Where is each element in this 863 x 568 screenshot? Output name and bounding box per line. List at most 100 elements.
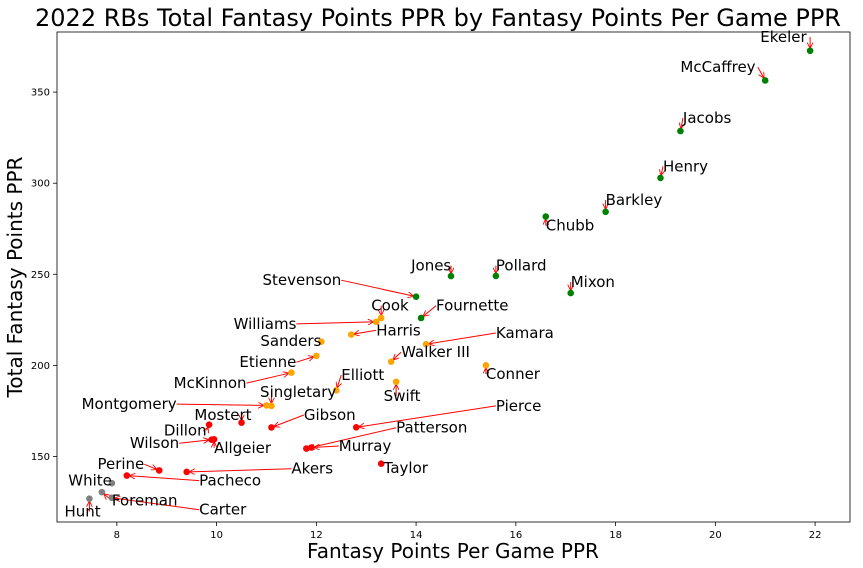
y-tick-label: 250 [31, 270, 50, 281]
point-label-wilson: Wilson [130, 434, 179, 452]
point-stevenson [412, 293, 420, 300]
plot-frame [56, 31, 851, 523]
point-pierce [352, 423, 360, 431]
arrow-pacheco [130, 476, 200, 482]
arrow-jacobs [681, 117, 683, 128]
point-label-conner: Conner [486, 365, 541, 383]
point-label-fournette: Fournette [436, 297, 508, 315]
arrow-henry [661, 166, 663, 175]
point-label-patterson: Patterson [396, 419, 467, 437]
point-label-barkley: Barkley [606, 191, 663, 209]
point-label-mccaffrey: McCaffrey [680, 58, 755, 76]
point-jacobs [677, 127, 684, 135]
arrow-patterson [309, 427, 397, 448]
point-barkley [602, 208, 609, 216]
point-murray [308, 444, 315, 451]
point-chubb [542, 213, 550, 220]
x-tick-label: 22 [809, 530, 822, 541]
point-jones [447, 272, 455, 280]
point-label-montgomery: Montgomery [82, 395, 177, 413]
point-label-harris: Harris [376, 321, 421, 339]
point-label-stevenson: Stevenson [263, 271, 342, 289]
point-fournette [417, 314, 425, 322]
arrow-harris [354, 329, 377, 334]
x-tick-label: 18 [609, 530, 622, 541]
point-label-allgeier: Allgeier [214, 439, 272, 457]
point-taylor [377, 460, 385, 468]
x-tick-label: 8 [114, 530, 120, 541]
point-mccaffrey [761, 77, 769, 84]
point-conner [482, 362, 490, 369]
point-white [108, 479, 116, 487]
point-mixon [567, 289, 575, 297]
point-montgomery [263, 402, 270, 409]
arrow-mccaffrey [757, 66, 764, 78]
data-points [86, 47, 814, 502]
arrow-dillon [207, 427, 208, 430]
point-singletary [268, 402, 275, 410]
point-akers [183, 468, 190, 476]
point-label-williams: Williams [234, 315, 297, 333]
point-mostert [238, 419, 245, 427]
point-kamara [422, 340, 430, 348]
point-foreman [98, 488, 106, 496]
point-label-jones: Jones [410, 257, 451, 275]
point-label-murray: Murray [339, 437, 392, 455]
y-tick-label: 300 [31, 179, 50, 190]
point-label-henry: Henry [663, 157, 708, 175]
arrow-akers [190, 468, 292, 472]
point-label-hunt: Hunt [64, 503, 100, 521]
arrow-etienne [296, 357, 313, 363]
plot-area: 8 10 12 14 16 18 20 22 150 200 250 300 350 Ekeler Mc… [31, 28, 851, 541]
point-label-pierce: Pierce [496, 397, 541, 415]
point-label-etienne: Etienne [239, 353, 296, 371]
point-label-foreman: Foreman [112, 492, 178, 510]
point-henry [657, 174, 664, 182]
point-gibson [268, 424, 275, 431]
point-sanders [318, 338, 325, 345]
point-mckinnon [288, 369, 295, 376]
point-walker-iii [387, 358, 395, 366]
point-label-mostert: Mostert [194, 406, 251, 424]
arrow-elliott [337, 374, 342, 388]
point-etienne [313, 352, 320, 360]
arrow-wilson [179, 440, 208, 444]
point-label-pollard: Pollard [496, 257, 547, 275]
point-williams [372, 318, 380, 326]
point-label-cook: Cook [371, 297, 409, 315]
x-axis-label: Fantasy Points Per Game PPR [307, 539, 599, 563]
arrow-murray [314, 446, 339, 447]
point-label-singletary: Singletary [260, 383, 336, 401]
arrow-stevenson [341, 279, 413, 296]
arrow-mckinnon [246, 373, 289, 384]
point-label-elliott: Elliott [341, 366, 384, 384]
arrow-williams [296, 322, 373, 324]
point-label-carter: Carter [199, 501, 247, 519]
y-tick-label: 200 [31, 361, 50, 372]
point-swift [392, 378, 400, 386]
point-label-akers: Akers [291, 460, 333, 478]
point-label-mckinnon: McKinnon [174, 374, 247, 392]
point-label-sanders: Sanders [260, 332, 321, 350]
x-tick-label: 20 [709, 530, 722, 541]
point-patterson [303, 445, 310, 452]
point-harris [347, 331, 355, 338]
x-tick-label: 10 [210, 530, 223, 541]
point-hunt [86, 495, 93, 502]
point-dillon [205, 421, 213, 429]
point-label-walker-iii: Walker III [401, 343, 470, 361]
point-ekeler [806, 47, 814, 55]
point-label-jacobs: Jacobs [682, 109, 732, 127]
point-label-gibson: Gibson [304, 406, 356, 424]
x-axis: 8 10 12 14 16 18 20 22 [114, 522, 822, 541]
x-tick-label: 12 [310, 530, 323, 541]
chart-title: 2022 RBs Total Fantasy Points PPR by Fan… [35, 4, 841, 32]
arrow-perine [144, 463, 156, 469]
point-perine [155, 467, 163, 474]
point-label-dillon: Dillon [164, 421, 207, 439]
point-label-perine: Perine [97, 455, 144, 473]
arrow-pierce [359, 405, 496, 427]
arrow-gibson [274, 414, 305, 426]
y-axis: 150 200 250 300 350 [31, 88, 57, 463]
